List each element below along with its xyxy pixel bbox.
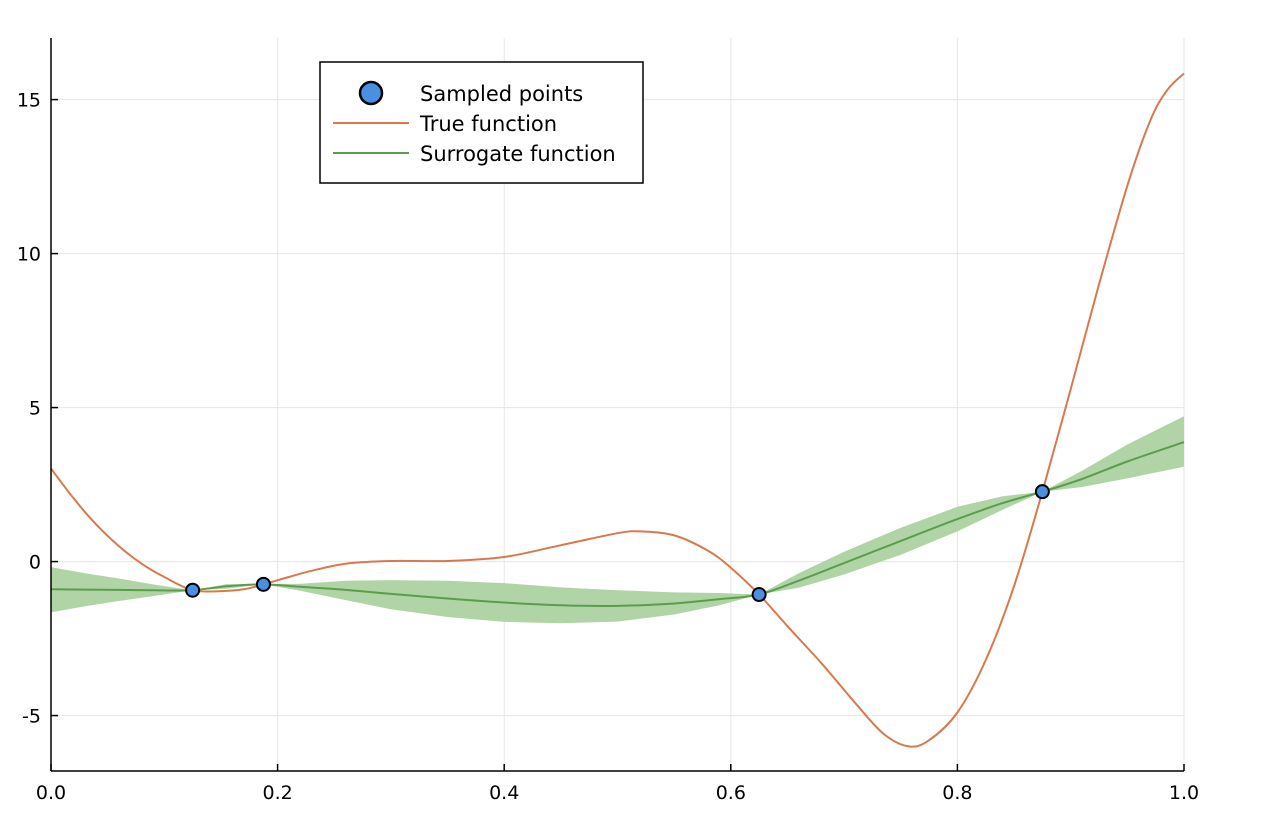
x-tick-label: 1.0 [1169, 782, 1199, 804]
sampled-point [751, 587, 767, 603]
confidence-band-area [51, 416, 1184, 624]
y-tick-label: 5 [29, 398, 41, 420]
sampled-points [185, 484, 1050, 603]
surrogate-functionline-line [50, 441, 1185, 608]
y-tick-label: 10 [17, 244, 41, 266]
y-tick-label: 15 [17, 90, 41, 112]
legend: Sampled points True function Surrogate fun… [319, 61, 644, 184]
x-tick-label: 0.6 [716, 782, 746, 804]
sampled-point [255, 576, 271, 592]
x-tick-label: 0.2 [262, 782, 292, 804]
legend-marker-scatter [358, 80, 384, 106]
axes: 0.0 0.2 0.4 0.6 0.8 1.0 -5 0 5 10 15 [17, 38, 1199, 804]
x-tick-label: 0.4 [489, 782, 519, 804]
legend-label: Surrogate function [420, 142, 616, 166]
legend-label: True function [419, 112, 557, 136]
sampled-point [185, 582, 201, 598]
true-functionline-line [50, 72, 1185, 748]
surrogate-confidence-band [51, 416, 1184, 624]
y-tick-label: -5 [22, 706, 41, 728]
x-tick-label: 0.8 [942, 782, 972, 804]
y-tick-label: 0 [29, 552, 41, 574]
x-tick-label: 0.0 [36, 782, 66, 804]
legend-label: Sampled points [420, 82, 583, 106]
sampled-point [1034, 484, 1050, 500]
